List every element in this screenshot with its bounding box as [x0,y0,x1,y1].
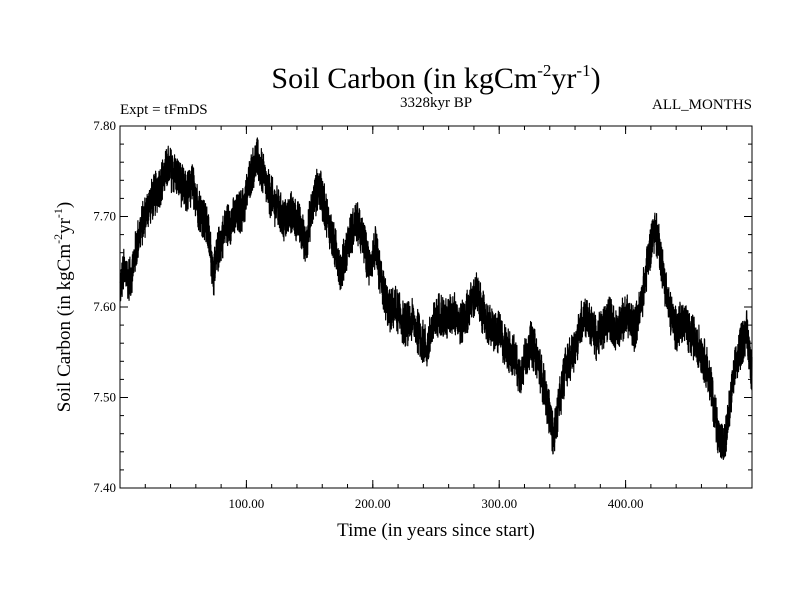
title-end: ) [591,62,601,95]
x-tick-label: 300.00 [481,496,517,511]
plot-area [119,137,753,461]
expt-label: Expt = tFmDS [120,102,208,118]
y-tick-label: 7.60 [93,299,116,314]
x-axis: 100.00 200.00 300.00 400.00 [144,126,728,511]
x-tick-label: 400.00 [608,496,644,511]
series-line-soil-carbon [119,137,753,461]
y-tick-label: 7.40 [93,480,116,495]
title-main: Soil Carbon (in kgCm [271,62,537,95]
x-tick-label: 100.00 [229,496,265,511]
y-tick-label: 7.80 [93,118,116,133]
title-mid: yr [551,62,576,95]
y-axis-label: Soil Carbon (in kgCm-2yr-1) [51,202,75,413]
ylabel-mid: yr [54,217,75,234]
y-tick-label: 7.70 [93,209,116,224]
title-sup-1: -2 [537,61,551,80]
ylabel-main: Soil Carbon (in kgCm [54,244,75,413]
ylabel-sup-1: -2 [51,234,65,244]
x-tick-label: 200.00 [355,496,391,511]
y-axis: 7.40 7.50 7.60 7.70 7.80 [93,118,752,495]
chart-title: Soil Carbon (in kgCm-2yr-1) [271,61,600,95]
ylabel-sup-2: -1 [51,208,65,218]
months-label: ALL_MONTHS [652,97,752,113]
period-label: 3328kyr BP [400,95,472,111]
ylabel-end: ) [54,202,75,208]
x-axis-label: Time (in years since start) [337,520,535,541]
title-sup-2: -1 [576,61,590,80]
y-tick-label: 7.50 [93,390,116,405]
